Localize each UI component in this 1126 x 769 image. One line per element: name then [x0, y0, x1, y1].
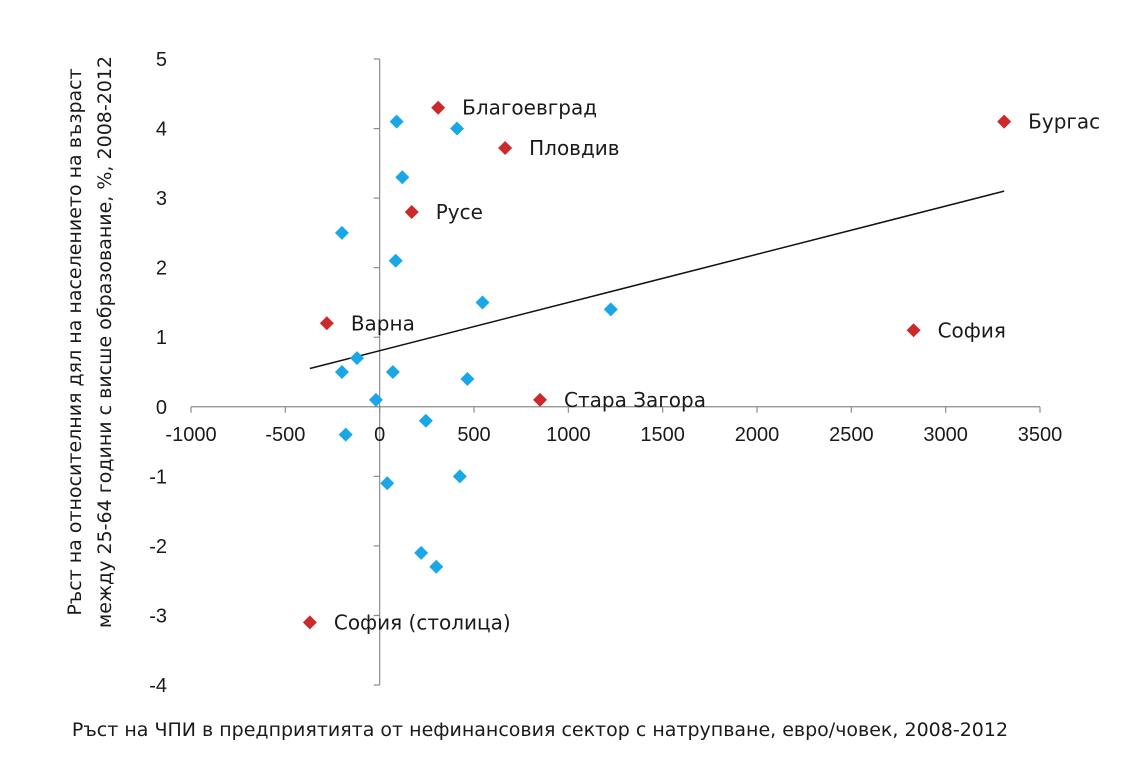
y-tick-label: 2	[156, 258, 167, 280]
x-tick-label: -1000	[165, 424, 216, 446]
data-point-marker	[368, 392, 383, 407]
x-tick-label: 3000	[923, 424, 968, 446]
labeled-point-marker	[906, 323, 921, 338]
x-tick-label: 3500	[1018, 424, 1063, 446]
y-tick-label: -3	[149, 605, 167, 627]
x-tick-label: 0	[374, 424, 385, 446]
y-tick-label: 1	[156, 327, 167, 349]
y-tick-label: -2	[149, 536, 167, 558]
y-axis-title: Ръст на относителния дял на населението …	[64, 56, 116, 628]
y-tick-label: 0	[156, 397, 167, 419]
data-point-marker	[334, 365, 349, 379]
data-point-label: Бургас	[1028, 110, 1100, 134]
data-point-marker	[475, 295, 490, 310]
data-point-label: Благоевград	[462, 96, 597, 120]
y-tick-label: 4	[156, 119, 167, 141]
data-point-marker	[395, 170, 410, 185]
data-labels: Благоевград Бургас Пловдив Русе Варна София Ст…	[334, 96, 1100, 635]
labeled-point-marker	[319, 316, 334, 331]
data-point-marker	[385, 365, 400, 379]
y-tick-label: 5	[156, 49, 167, 71]
x-tick-label: 1000	[546, 424, 591, 446]
data-point-marker	[414, 545, 429, 560]
data-point-marker	[388, 253, 403, 268]
data-point-marker	[418, 413, 433, 428]
labeled-point-marker	[997, 114, 1012, 129]
data-points	[302, 100, 1012, 630]
data-point-marker	[380, 476, 395, 491]
y-tick-label: 3	[156, 188, 167, 210]
x-tick-label: -500	[265, 424, 305, 446]
data-point-marker	[429, 559, 444, 574]
axes: -1000 -500 0 500 1000 1500 2000 2500 3000 3500 5 4 3…	[149, 49, 1062, 697]
labeled-point-marker	[431, 100, 446, 115]
labeled-point-marker	[302, 615, 317, 630]
labeled-point-marker	[404, 205, 419, 220]
trendline	[309, 190, 1005, 370]
y-axis-title-line2: между 25-64 години с висше образование, …	[94, 56, 116, 628]
data-point-label: София	[938, 318, 1006, 342]
x-axis-title: Ръст на ЧПИ в предприятията от нефинансо…	[72, 719, 1008, 741]
trendline-group	[309, 190, 1005, 370]
data-point-marker	[338, 427, 353, 442]
data-point-label: Русе	[436, 200, 483, 224]
data-point-label: Варна	[351, 311, 415, 335]
data-point-marker	[460, 371, 475, 386]
y-tick-label: -4	[149, 675, 167, 697]
data-point-marker	[350, 351, 365, 366]
data-point-marker	[452, 469, 467, 484]
x-tick-label: 1500	[640, 424, 685, 446]
data-point-marker	[334, 225, 349, 240]
labeled-point-marker	[533, 392, 548, 407]
data-point-label: Стара Загора	[564, 388, 706, 412]
x-tick-label: 2000	[735, 424, 780, 446]
data-point-marker	[450, 121, 465, 136]
data-point-marker	[389, 114, 404, 129]
y-axis-title-line1: Ръст на относителния дял на населението …	[64, 68, 86, 615]
data-point-marker	[603, 302, 618, 317]
y-tick-label: -1	[149, 466, 167, 488]
data-point-label: София (столица)	[334, 610, 511, 634]
data-point-label: Пловдив	[529, 136, 619, 160]
labeled-point-marker	[498, 141, 513, 156]
x-tick-label: 500	[457, 424, 490, 446]
x-tick-label: 2500	[829, 424, 874, 446]
